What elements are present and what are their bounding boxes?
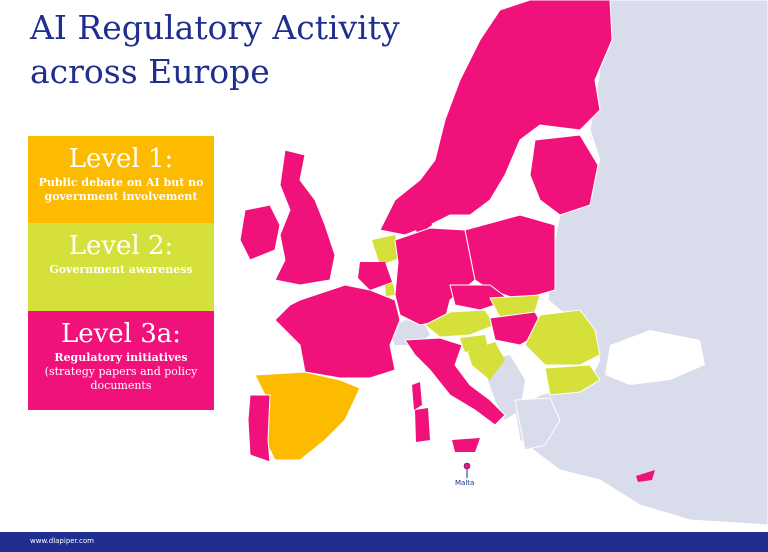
denmark <box>410 205 432 235</box>
sicily <box>452 438 480 452</box>
cyprus <box>636 470 655 482</box>
europe-map <box>239 0 768 526</box>
legend-level-2-desc: Government awareness <box>49 263 193 276</box>
ireland <box>239 204 281 261</box>
black-sea <box>605 330 705 385</box>
legend-level-3a-desc-bold: Regulatory initiatives <box>54 351 188 364</box>
portugal <box>247 394 271 463</box>
legend-level-2: Level 2: Government awareness <box>28 223 214 311</box>
baltics <box>529 134 599 216</box>
legend: Level 1: Public debate on AI but no gove… <box>28 136 214 410</box>
germany <box>394 227 476 326</box>
bulgaria <box>544 364 601 396</box>
corsica <box>412 382 422 410</box>
belgium <box>358 262 392 290</box>
luxembourg <box>385 283 395 296</box>
spain <box>254 371 361 461</box>
malta-label: Malta <box>455 479 475 487</box>
italy <box>404 337 506 426</box>
france <box>274 284 401 379</box>
sardinia <box>415 408 430 442</box>
netherlands <box>372 235 400 265</box>
title-line-1: AI Regulatory Activity <box>30 8 400 47</box>
greece <box>514 397 561 451</box>
legend-level-3a-desc-text: (strategy papers and policy documents <box>44 365 198 392</box>
title-line-2: across Europe <box>30 52 270 91</box>
legend-level-1-desc: Public debate on AI but no government in… <box>38 176 204 203</box>
croatia <box>468 342 505 380</box>
romania <box>524 309 601 366</box>
page-title: AI Regulatory Activity across Europe <box>30 6 400 94</box>
footer-url[interactable]: www.dlapiper.com <box>30 537 94 545</box>
legend-level-3a-title: Level 3a: <box>60 319 182 349</box>
legend-level-3a-desc: Regulatory initiatives (strategy papers a… <box>28 351 214 399</box>
legend-level-1-title: Level 1: <box>68 144 174 174</box>
legend-level-1: Level 1: Public debate on AI but no gove… <box>28 136 214 223</box>
legend-level-3a: Level 3a: Regulatory initiatives (strateg… <box>28 311 214 410</box>
uk <box>274 149 336 286</box>
footer-bar: www.dlapiper.com <box>0 532 768 552</box>
scandinavia <box>379 0 613 236</box>
legend-level-2-title: Level 2: <box>68 231 174 261</box>
malta-marker <box>463 462 471 470</box>
